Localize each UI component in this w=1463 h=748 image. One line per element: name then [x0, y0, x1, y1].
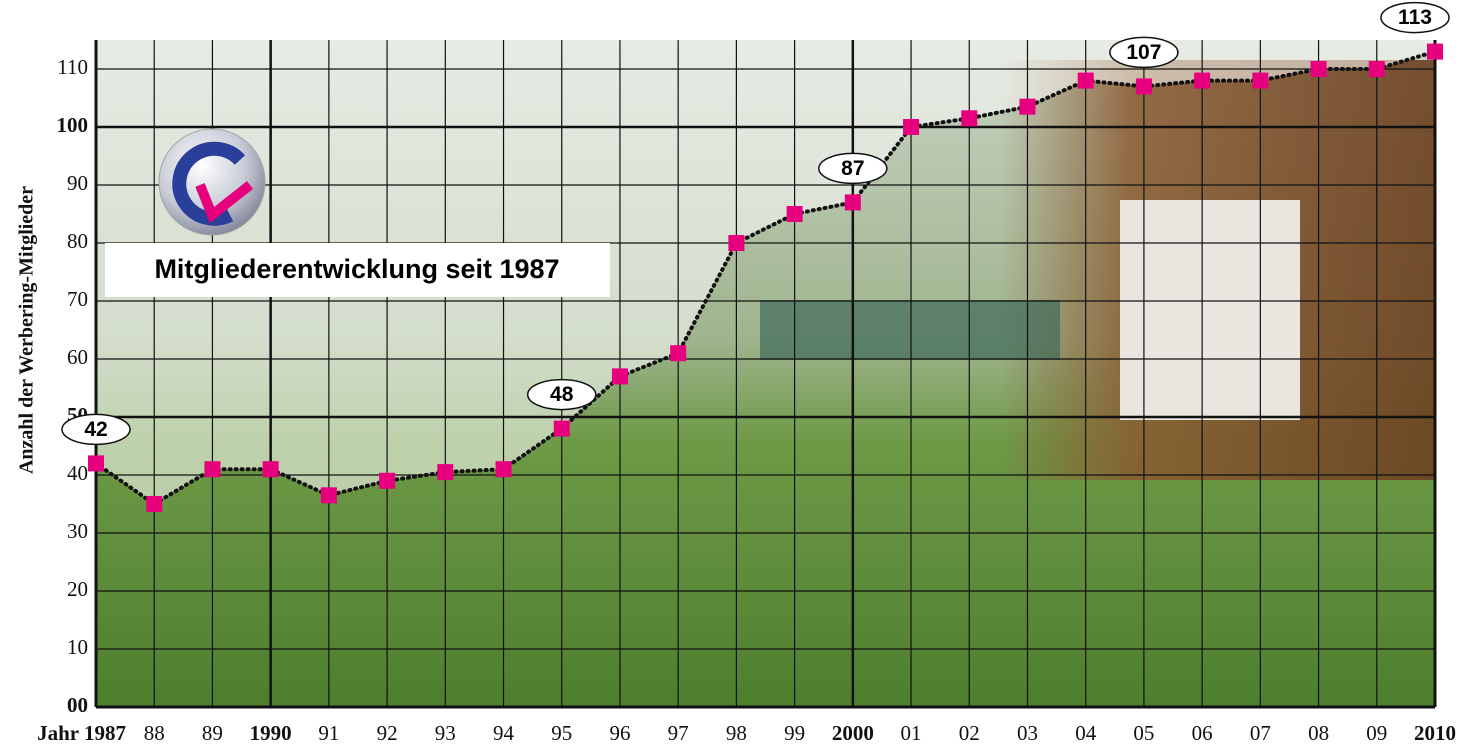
point-marker [146, 496, 162, 512]
data-label: 113 [1398, 6, 1432, 29]
y-tick-label: 10 [67, 635, 88, 659]
point-marker [204, 461, 220, 477]
y-tick-label: 90 [67, 171, 88, 195]
y-tick-label: 60 [67, 345, 88, 369]
point-marker [612, 368, 628, 384]
x-tick-label: 92 [377, 721, 398, 745]
photo-pond [760, 300, 1060, 360]
x-tick-label: 98 [726, 721, 747, 745]
y-axis-label: Anzahl der Werbering-Mitglieder [16, 186, 38, 474]
point-marker [1252, 73, 1268, 89]
y-tick-label: 20 [67, 577, 88, 601]
x-tick-label: 06 [1192, 721, 1213, 745]
data-label: 42 [84, 418, 107, 441]
point-marker [670, 345, 686, 361]
y-tick-label: 80 [67, 229, 88, 253]
point-marker [1136, 78, 1152, 94]
x-tick-label: 2010 [1414, 721, 1456, 745]
y-tick-label: 40 [67, 461, 88, 485]
x-tick-label: 03 [1017, 721, 1038, 745]
x-tick-label: 05 [1133, 721, 1154, 745]
x-tick-label: 09 [1366, 721, 1387, 745]
x-tick-label: 2000 [832, 721, 874, 745]
x-tick-label: 07 [1250, 721, 1271, 745]
point-marker [496, 461, 512, 477]
y-tick-label: 110 [57, 55, 88, 79]
point-marker [379, 473, 395, 489]
x-tick-label: 99 [784, 721, 805, 745]
x-tick-label: Jahr 1987 [37, 721, 126, 745]
data-label: 107 [1126, 41, 1161, 64]
data-label: 87 [841, 157, 864, 180]
point-marker [321, 487, 337, 503]
point-marker [728, 235, 744, 251]
x-tick-label: 97 [668, 721, 689, 745]
photo-wall [1120, 200, 1300, 420]
y-tick-label: 70 [67, 287, 88, 311]
point-marker [437, 464, 453, 480]
point-marker [845, 194, 861, 210]
x-tick-label: 02 [959, 721, 980, 745]
point-marker [554, 421, 570, 437]
page: Mitgliederentwicklung seit 1987 Anzahl d… [0, 0, 1463, 748]
x-tick-label: 94 [493, 721, 515, 745]
chart: Mitgliederentwicklung seit 1987 Anzahl d… [0, 0, 1463, 748]
point-marker [961, 110, 977, 126]
chart-title: Mitgliederentwicklung seit 1987 [154, 254, 559, 284]
x-tick-label: 91 [318, 721, 339, 745]
point-marker [1194, 73, 1210, 89]
point-marker [263, 461, 279, 477]
point-marker [903, 119, 919, 135]
point-marker [88, 455, 104, 471]
x-tick-label: 08 [1308, 721, 1329, 745]
x-tick-label: 93 [435, 721, 456, 745]
x-tick-label: 1990 [250, 721, 292, 745]
point-marker [1427, 44, 1443, 60]
x-tick-label: 04 [1075, 721, 1097, 745]
point-marker [1019, 99, 1035, 115]
y-tick-label: 30 [67, 519, 88, 543]
point-marker [787, 206, 803, 222]
point-marker [1078, 73, 1094, 89]
y-tick-label: 00 [67, 693, 88, 717]
x-tick-label: 95 [551, 721, 572, 745]
y-tick-label: 100 [57, 113, 89, 137]
x-tick-label: 01 [901, 721, 922, 745]
data-label: 48 [550, 383, 574, 406]
x-tick-label: 88 [144, 721, 165, 745]
point-marker [1311, 61, 1327, 77]
point-marker [1369, 61, 1385, 77]
x-tick-label: 89 [202, 721, 223, 745]
x-tick-label: 96 [609, 721, 630, 745]
